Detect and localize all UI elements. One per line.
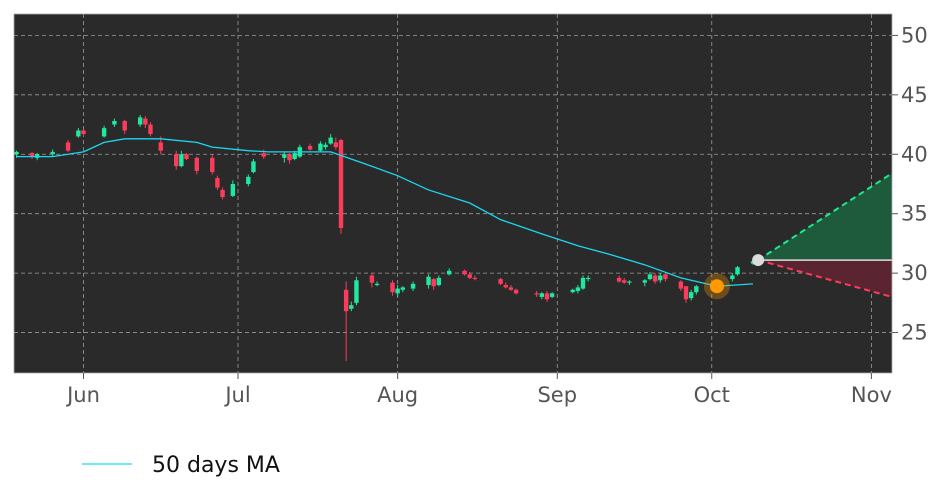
candle-body <box>472 277 478 280</box>
candle-body <box>642 280 648 283</box>
candle-body <box>220 189 225 198</box>
candle-body <box>663 274 668 280</box>
y-tick-label: 40 <box>901 142 928 166</box>
candle-body <box>374 283 380 286</box>
forecast-upper <box>757 172 893 261</box>
candle-body <box>349 305 354 309</box>
x-tick-label: Oct <box>694 383 730 407</box>
candle-body <box>462 270 467 275</box>
x-tick-label: Jun <box>65 383 100 407</box>
candle-body <box>410 283 416 289</box>
candle-body <box>354 280 359 303</box>
candle-body <box>215 178 220 188</box>
candle-body <box>622 280 627 283</box>
candle-body <box>76 130 81 137</box>
candle-body <box>179 154 184 167</box>
candle-body <box>112 120 117 125</box>
candle-body <box>549 293 555 297</box>
candle-body <box>688 292 694 299</box>
candle-body <box>431 279 436 287</box>
candle-body <box>369 275 375 283</box>
y-tick-label: 45 <box>901 83 928 107</box>
candle-body <box>678 281 684 289</box>
candle-body <box>467 274 472 278</box>
candle-body <box>158 142 163 151</box>
candle-body <box>338 140 344 228</box>
candle-body <box>513 289 519 294</box>
candle-body <box>627 281 632 283</box>
candle-body <box>122 120 127 131</box>
candle-body <box>184 154 189 160</box>
signal-point <box>709 279 724 294</box>
candle-body <box>694 286 699 293</box>
candle-body <box>292 153 297 160</box>
candle-body <box>143 118 148 125</box>
x-tick-label: Jul <box>223 383 250 407</box>
candle-body <box>436 277 442 286</box>
candle-body <box>658 275 663 281</box>
forecast-start-point <box>752 254 765 267</box>
forecast-up-area <box>758 173 892 261</box>
candle-body <box>246 176 251 184</box>
ma-line <box>16 138 754 287</box>
candle-body <box>534 293 539 295</box>
candle-body <box>652 275 658 282</box>
x-tick-label: Nov <box>851 383 892 407</box>
candle-body <box>503 285 508 288</box>
candle-body <box>580 277 586 289</box>
legend-label: 50 days MA <box>152 453 280 478</box>
candle-body <box>14 151 19 155</box>
candle-body <box>616 277 622 282</box>
candle-body <box>683 286 689 300</box>
candle-body <box>323 144 328 148</box>
y-tick-label: 35 <box>901 202 928 226</box>
plot-border <box>13 13 893 374</box>
y-tick-label: 25 <box>901 321 928 345</box>
candle-body <box>230 183 236 196</box>
candle-body <box>544 293 550 300</box>
candle-body <box>65 142 71 151</box>
candle-body <box>570 289 575 293</box>
candle-body <box>328 137 333 144</box>
candle-body <box>282 154 287 158</box>
candle-body <box>50 151 55 155</box>
candle-body <box>498 279 503 284</box>
candle-body <box>174 154 179 167</box>
forecast-lower <box>757 259 893 298</box>
candle-body <box>446 270 452 275</box>
candle-body <box>395 288 400 294</box>
candle-body <box>287 154 292 161</box>
candle-body <box>81 130 86 135</box>
candle-body <box>307 145 313 150</box>
y-tick-label: 50 <box>901 23 928 47</box>
candle-body <box>539 293 545 297</box>
candle-body <box>29 153 35 157</box>
candle-body <box>508 287 514 290</box>
candle-body <box>647 274 653 280</box>
candle-body <box>194 157 200 171</box>
candle-body <box>101 128 107 137</box>
candle-body <box>730 275 735 280</box>
candle-body <box>426 276 431 286</box>
candle-body <box>210 157 215 173</box>
plot-area <box>14 14 892 373</box>
candle-body <box>575 287 581 291</box>
y-tick-label: 30 <box>901 261 928 285</box>
candle-body <box>148 124 153 135</box>
candle-body <box>390 282 395 293</box>
candle-body <box>343 289 349 312</box>
x-tick-label: Sep <box>537 383 577 407</box>
candle-body <box>251 161 256 173</box>
candle-body <box>137 117 143 125</box>
candle-body <box>585 277 591 280</box>
candle-body <box>333 142 339 148</box>
candle-body <box>735 267 740 275</box>
x-tick-label: Aug <box>377 383 418 407</box>
candle-body <box>400 287 405 290</box>
candle-body <box>261 153 266 157</box>
candle-body <box>318 143 323 151</box>
